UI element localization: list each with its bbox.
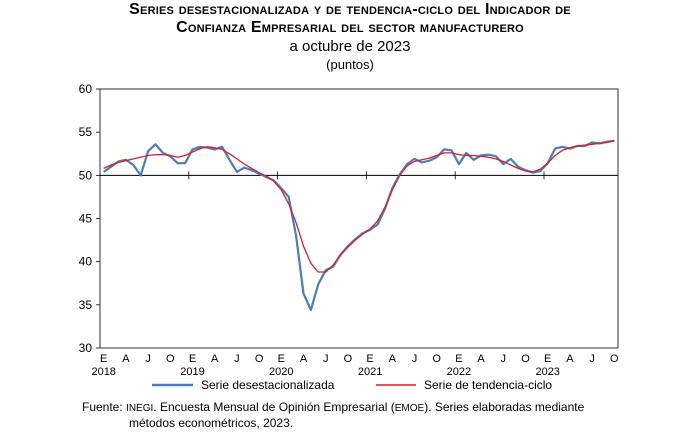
x-month-label: A [566, 353, 574, 365]
x-month-label: J [501, 353, 507, 365]
y-tick-label: 30 [79, 341, 93, 355]
y-tick-label: 55 [79, 125, 93, 139]
x-month-label: J [234, 353, 240, 365]
x-month-label: A [122, 353, 130, 365]
x-month-label: O [521, 353, 530, 365]
x-month-label: J [412, 353, 418, 365]
x-month-label: E [278, 353, 285, 365]
x-month-label: E [366, 353, 373, 365]
x-month-label: O [432, 353, 441, 365]
x-month-label: E [455, 353, 462, 365]
x-month-label: O [166, 353, 175, 365]
x-month-label: A [477, 353, 485, 365]
x-month-label: E [189, 353, 196, 365]
chart-unit: (puntos) [326, 57, 374, 72]
x-year-label: 2018 [91, 366, 115, 378]
plot-frame [99, 88, 619, 349]
x-year-label: 2021 [358, 366, 382, 378]
series-line-desestacionalizada [103, 139, 615, 312]
x-year-label: 2019 [180, 366, 204, 378]
x-month-label: J [145, 353, 151, 365]
legend-label: Serie desestacionalizada [201, 378, 335, 392]
y-tick-label: 50 [79, 168, 93, 182]
y-tick-label: 45 [79, 212, 93, 226]
x-month-label: A [211, 353, 219, 365]
x-month-label: A [300, 353, 308, 365]
source-note: Fuente: INEGI. Encuesta Mensual de Opini… [82, 400, 682, 431]
series-line-tendencia-ciclo [103, 140, 615, 273]
x-month-label: E [100, 353, 107, 365]
chart-title-line1: Series desestacionalizada y de tendencia… [129, 1, 571, 18]
source-text1: . Encuesta Mensual de Opinión Empresaria… [153, 400, 395, 414]
x-year-label: 2020 [269, 366, 293, 378]
y-tick-label: 60 [79, 82, 93, 96]
source-acronym: EMOE [394, 403, 425, 414]
chart-subtitle: a octubre de 2023 [289, 38, 411, 55]
x-month-label: J [323, 353, 329, 365]
x-month-label: J [589, 353, 595, 365]
x-year-label: 2023 [535, 366, 559, 378]
line-chart: 30 35 40 45 50 55 60 E A J O E A J O E A J O E A J O E A J O E A J O 20… [79, 82, 619, 392]
source-org: INEGI [126, 403, 154, 414]
source-text2: ). Series elaboradas mediante [424, 400, 585, 414]
chart-title-line2: Confianza Empresarial del sector manufac… [176, 19, 524, 36]
x-year-label: 2022 [447, 366, 471, 378]
legend-label: Serie de tendencia-ciclo [424, 378, 552, 392]
x-month-label: E [544, 353, 551, 365]
source-label: Fuente: [82, 400, 123, 414]
y-tick-label: 40 [79, 255, 93, 269]
x-month-label: A [389, 353, 397, 365]
y-tick-label: 35 [79, 298, 93, 312]
x-month-label: O [610, 353, 619, 365]
source-line2: métodos econométricos, 2023. [129, 416, 294, 430]
x-month-label: O [255, 353, 264, 365]
x-month-label: O [344, 353, 353, 365]
